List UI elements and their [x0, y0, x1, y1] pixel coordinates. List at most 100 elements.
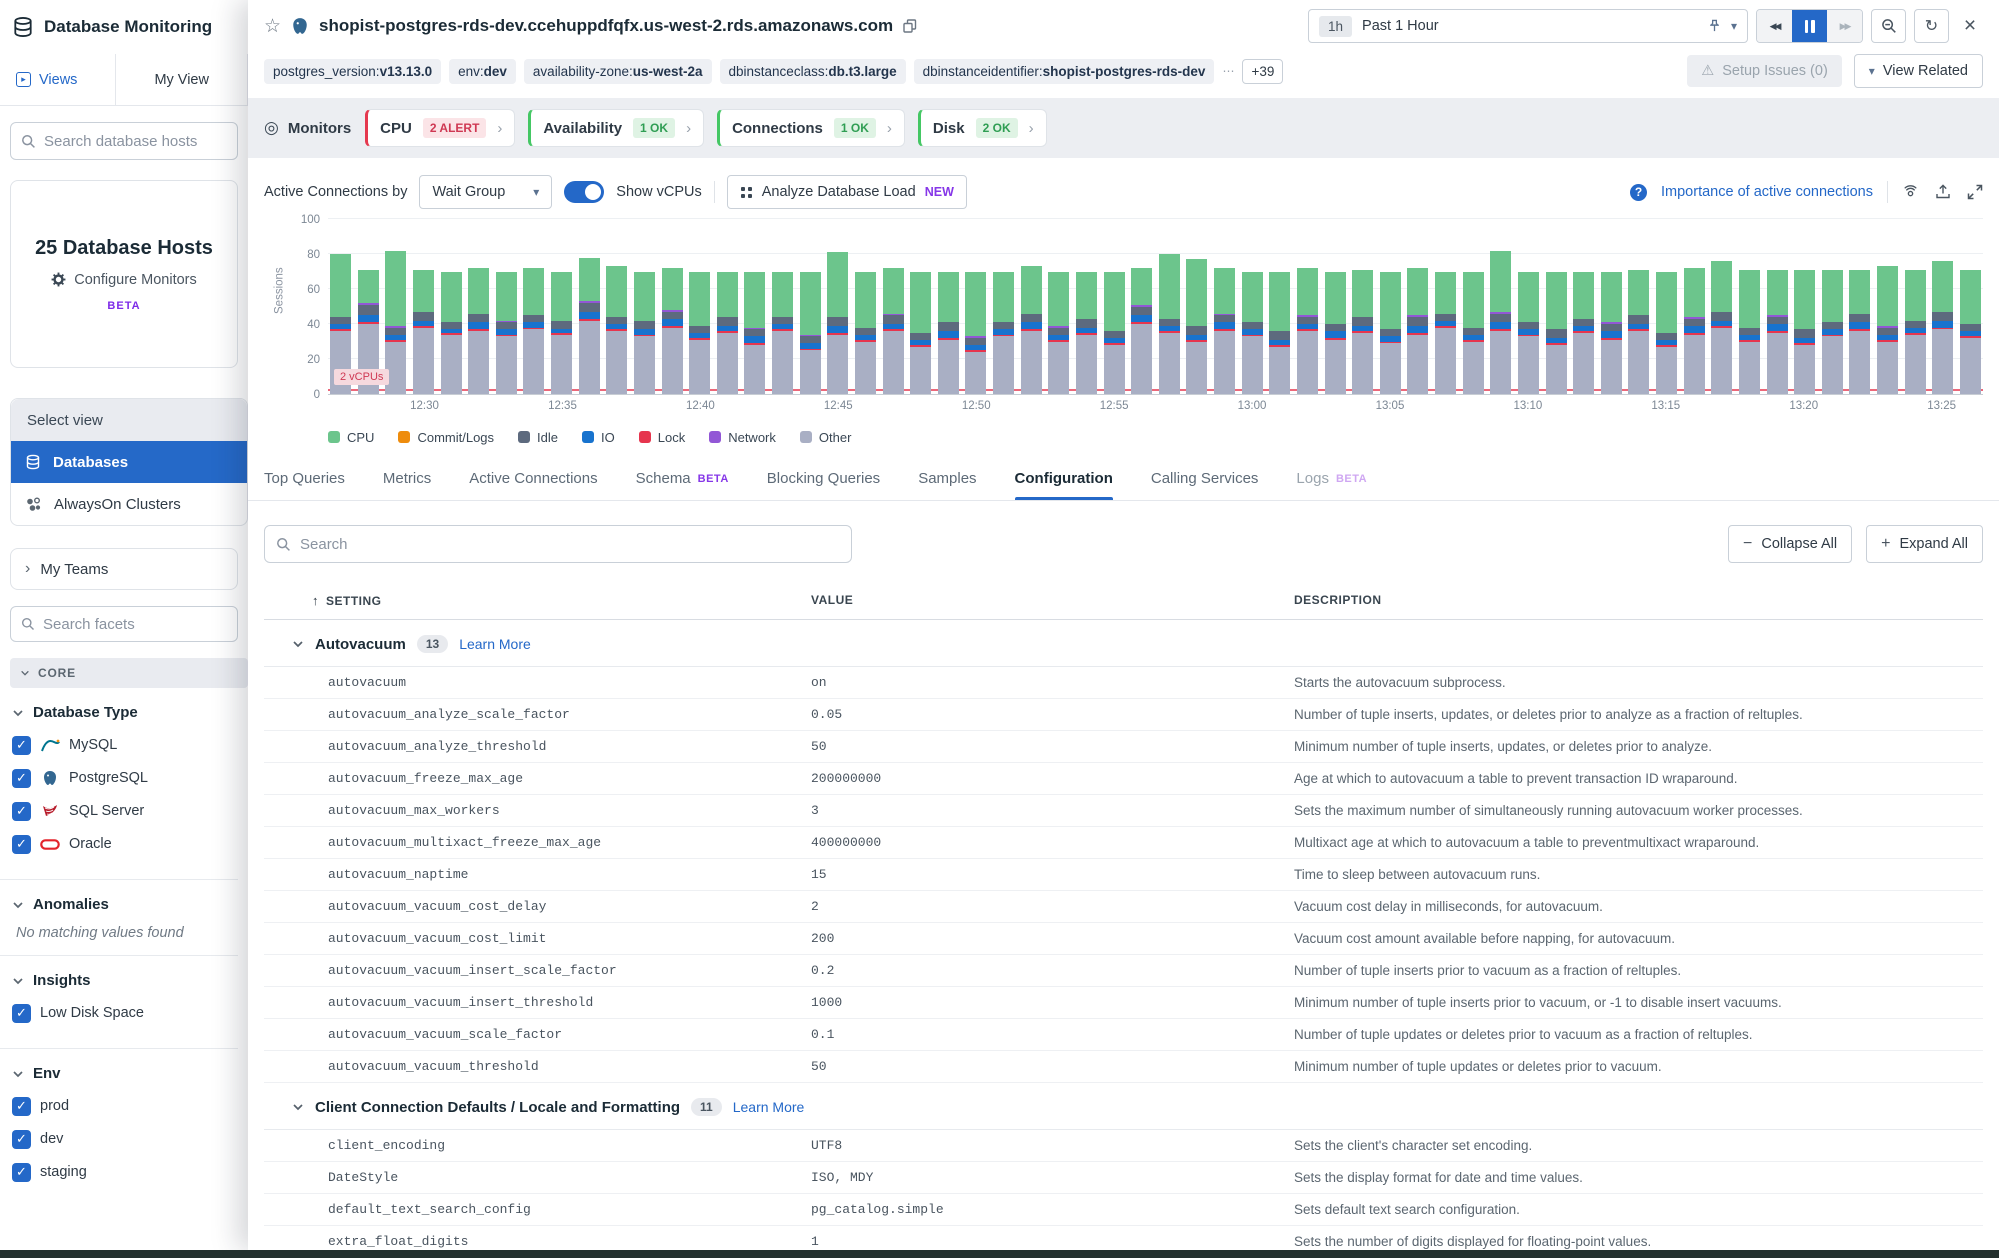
chart-bar[interactable]	[1932, 261, 1953, 394]
chart-bar[interactable]	[1131, 268, 1152, 394]
copy-icon[interactable]	[903, 19, 917, 33]
chart-bar[interactable]	[579, 258, 600, 395]
collapse-all-button[interactable]: − Collapse All	[1728, 525, 1852, 563]
facet-group-title[interactable]: Env	[12, 1065, 238, 1082]
chart-bar[interactable]	[1739, 270, 1760, 394]
chart-bar[interactable]	[1159, 254, 1180, 394]
chart-bar[interactable]	[1352, 270, 1373, 394]
monitor-card-cpu[interactable]: CPU2 ALERT›	[365, 109, 515, 147]
star-icon[interactable]: ☆	[264, 15, 281, 38]
chart-bar[interactable]	[827, 252, 848, 394]
core-section-header[interactable]: CORE	[10, 658, 248, 688]
tag-chip-postgres-version[interactable]: postgres_version:v13.13.0	[264, 59, 441, 84]
chart-bar[interactable]	[800, 272, 821, 395]
tab-calling-services[interactable]: Calling Services	[1151, 457, 1259, 500]
chart-bar[interactable]	[551, 272, 572, 395]
chart-bar[interactable]	[1242, 272, 1263, 395]
legend-item-commit-logs[interactable]: Commit/Logs	[398, 430, 494, 445]
search-facets[interactable]	[10, 606, 238, 642]
settings-group-client-connection-defaults-locale-and-formatting[interactable]: Client Connection Defaults / Locale and …	[264, 1083, 1983, 1130]
table-row[interactable]: autovacuum_vacuum_cost_delay2Vacuum cost…	[264, 891, 1983, 923]
table-row[interactable]: autovacuum_vacuum_insert_scale_factor0.2…	[264, 955, 1983, 987]
chart-bar[interactable]	[1711, 261, 1732, 394]
time-range-selector[interactable]: 1h Past 1 Hour ▾	[1308, 9, 1748, 43]
importance-link[interactable]: Importance of active connections	[1661, 184, 1873, 200]
table-row[interactable]: autovacuum_naptime15Time to sleep betwee…	[264, 859, 1983, 891]
learn-more-link[interactable]: Learn More	[733, 1099, 805, 1115]
refresh-button[interactable]: ↻	[1914, 9, 1949, 43]
table-row[interactable]: autovacuum_vacuum_cost_limit200Vacuum co…	[264, 923, 1983, 955]
chart-bar[interactable]	[993, 272, 1014, 395]
tab-schema[interactable]: SchemaBETA	[636, 457, 729, 500]
checkbox-postgresql[interactable]: ✓	[12, 769, 31, 788]
chart-bar[interactable]	[441, 272, 462, 395]
facet-group-title[interactable]: Database Type	[12, 704, 238, 721]
sidebar-item-alwayson-clusters[interactable]: AlwaysOn Clusters	[11, 483, 247, 525]
chart-bar[interactable]	[1407, 268, 1428, 394]
chart-bar[interactable]	[965, 272, 986, 395]
table-row[interactable]: client_encodingUTF8Sets the client's cha…	[264, 1130, 1983, 1162]
time-forward-button[interactable]: ▶▶	[1827, 10, 1862, 42]
chart-bar[interactable]	[772, 272, 793, 395]
chart-bar[interactable]	[1076, 272, 1097, 395]
chart-bar[interactable]	[1325, 272, 1346, 395]
checkbox-sql-server[interactable]: ✓	[12, 802, 31, 821]
setting-column-header[interactable]: SETTING	[326, 594, 382, 608]
tab-views[interactable]: ▸ Views	[0, 54, 93, 105]
view-related-button[interactable]: ▾ View Related	[1854, 54, 1983, 88]
chart-bar[interactable]	[1186, 259, 1207, 394]
table-row[interactable]: autovacuum_analyze_scale_factor0.05Numbe…	[264, 699, 1983, 731]
chart-bar[interactable]	[1877, 266, 1898, 394]
chart-bar[interactable]	[938, 272, 959, 395]
chevron-down-icon[interactable]: ▾	[1731, 19, 1737, 33]
chart-bar[interactable]	[662, 268, 683, 394]
legend-item-lock[interactable]: Lock	[639, 430, 685, 445]
tag-chip-dbinstanceclass[interactable]: dbinstanceclass:db.t3.large	[720, 59, 906, 84]
close-icon[interactable]: ×	[1957, 14, 1983, 38]
tab-blocking-queries[interactable]: Blocking Queries	[767, 457, 880, 500]
table-row[interactable]: autovacuum_vacuum_threshold50Minimum num…	[264, 1051, 1983, 1083]
chart-bar[interactable]	[1214, 268, 1235, 394]
legend-item-network[interactable]: Network	[709, 430, 776, 445]
pause-button[interactable]	[1792, 10, 1827, 42]
tab-logs[interactable]: LogsBETA	[1296, 457, 1367, 500]
zoom-out-button[interactable]	[1871, 9, 1906, 43]
chart-bar[interactable]	[413, 270, 434, 394]
chart-bar[interactable]	[1297, 268, 1318, 394]
chart-bar[interactable]	[1767, 270, 1788, 394]
table-row[interactable]: DateStyleISO, MDYSets the display format…	[264, 1162, 1983, 1194]
monitor-card-disk[interactable]: Disk2 OK›	[918, 109, 1047, 147]
chart-bar[interactable]	[1794, 270, 1815, 394]
chart-bar[interactable]	[1518, 272, 1539, 395]
sidebar-item-databases[interactable]: Databases	[11, 441, 247, 483]
chart-bar[interactable]	[1380, 272, 1401, 395]
checkbox-prod[interactable]: ✓	[12, 1097, 31, 1116]
chart-bar[interactable]	[1601, 272, 1622, 395]
chart-bar[interactable]	[1849, 270, 1870, 394]
table-row[interactable]: autovacuum_multixact_freeze_max_age40000…	[264, 827, 1983, 859]
checkbox-mysql[interactable]: ✓	[12, 736, 31, 755]
chart-bar[interactable]	[910, 272, 931, 395]
tab-samples[interactable]: Samples	[918, 457, 976, 500]
facet-item-postgresql[interactable]: ✓PostgreSQL	[12, 766, 238, 790]
chart-bar[interactable]	[1656, 272, 1677, 395]
chart-bar[interactable]	[1021, 266, 1042, 394]
pin-icon[interactable]	[1708, 19, 1721, 33]
analyze-database-load-button[interactable]: Analyze Database Load NEW	[727, 175, 967, 209]
checkbox-dev[interactable]: ✓	[12, 1130, 31, 1149]
monitor-card-connections[interactable]: Connections1 OK›	[717, 109, 905, 147]
more-tags-chip[interactable]: +39	[1242, 59, 1283, 84]
show-vcpus-toggle[interactable]	[564, 181, 604, 203]
tab-active-connections[interactable]: Active Connections	[469, 457, 597, 500]
chart-bar[interactable]	[883, 268, 904, 394]
export-icon[interactable]	[1935, 184, 1951, 200]
config-search-input[interactable]	[300, 536, 840, 553]
chart-bar[interactable]	[1546, 272, 1567, 395]
chart-bar[interactable]	[523, 268, 544, 394]
facet-item-mysql[interactable]: ✓MySQL	[12, 733, 238, 757]
chart-bar[interactable]	[1435, 272, 1456, 395]
legend-item-io[interactable]: IO	[582, 430, 615, 445]
wait-group-select[interactable]: Wait Group ▾	[419, 175, 552, 209]
search-database-hosts-input[interactable]	[44, 133, 227, 150]
chart-bar[interactable]	[1490, 251, 1511, 395]
